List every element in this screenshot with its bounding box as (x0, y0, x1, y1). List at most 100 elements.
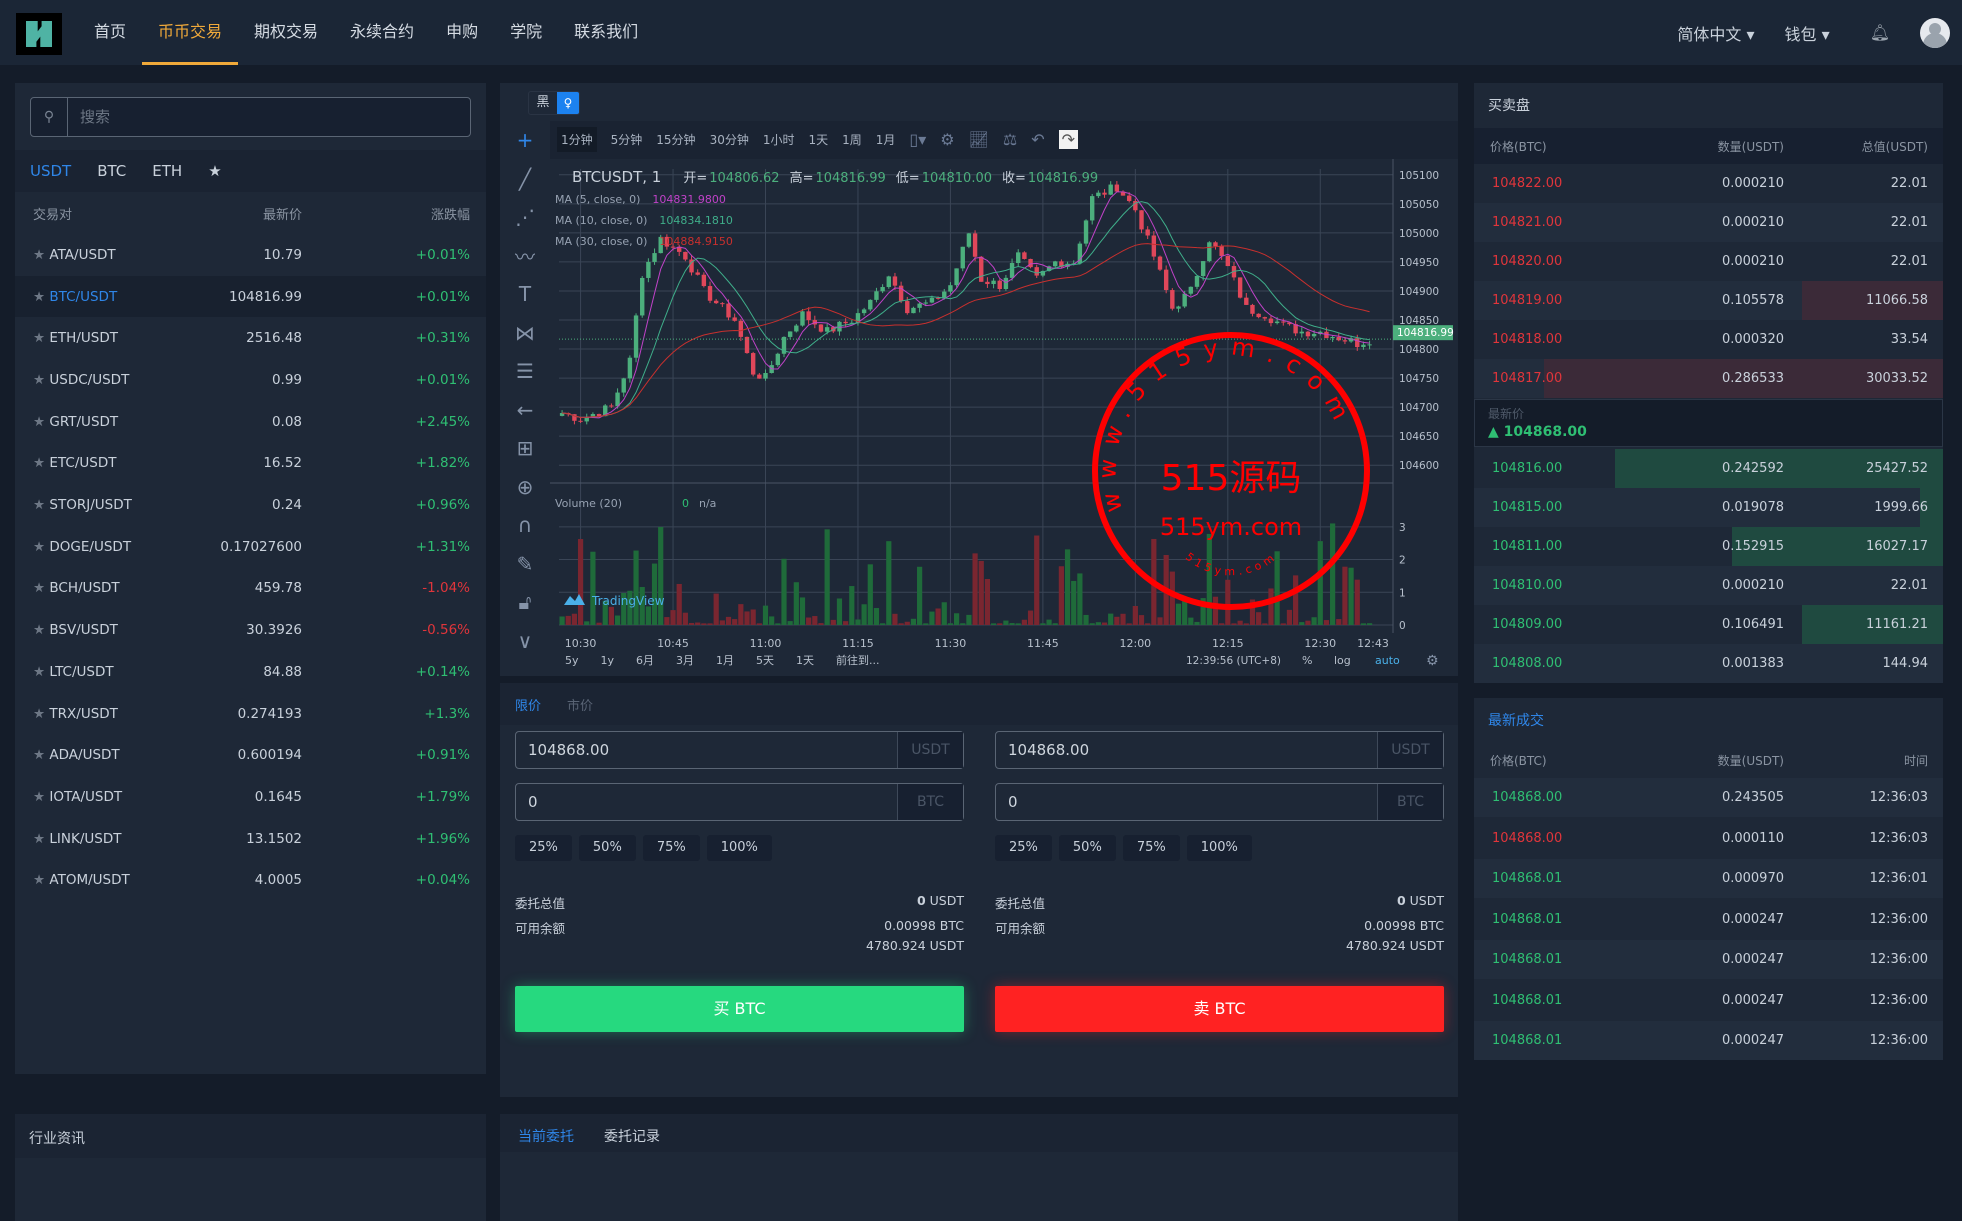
order-book-row[interactable]: 104818.00 0.000320 33.54 (1474, 320, 1943, 359)
range-button[interactable]: 3月 (676, 654, 694, 667)
trendline-icon[interactable]: ╱ (518, 166, 532, 191)
star-icon[interactable]: ★ (33, 371, 46, 388)
nav-item-0[interactable]: 首页 (94, 22, 127, 41)
interval-7[interactable]: 1月 (875, 133, 896, 147)
pitchfork-icon[interactable]: ⋰ (515, 205, 535, 230)
market-row[interactable]: ★ BSV/USDT 30.3926 -0.56% (15, 609, 486, 651)
scale-option-%[interactable]: % (1302, 654, 1312, 667)
market-row[interactable]: ★ STORJ/USDT 0.24 +0.96% (15, 484, 486, 526)
market-tab-2[interactable]: ETH (152, 162, 183, 180)
nav-item-1[interactable]: 币币交易 (142, 0, 239, 65)
star-icon[interactable]: ★ (33, 872, 46, 889)
order-book-row[interactable]: 104820.00 0.000210 22.01 (1474, 242, 1943, 281)
interval-0[interactable]: 1分钟 (557, 127, 597, 152)
star-icon[interactable]: ★ (33, 455, 46, 472)
buy-amount-input[interactable]: 0 BTC (515, 783, 964, 821)
scale-option-auto[interactable]: auto (1375, 654, 1400, 667)
buy-button[interactable]: 买 BTC (515, 986, 964, 1032)
candle-type-icon[interactable]: ▯▾ (909, 130, 927, 149)
tradingview-chart[interactable]: + ╱ ⋰ 〰 T ⋈ ☰ ← ⊞ ⊕ ∩ ✎ 🔓︎ ∨ 1分钟 5分钟 15分钟 3… (500, 121, 1458, 676)
market-row[interactable]: ★ BTC/USDT 104816.99 +0.01% (15, 275, 486, 318)
market-row[interactable]: ★ ETC/USDT 16.52 +1.82% (15, 443, 486, 485)
star-icon[interactable]: ★ (33, 288, 46, 305)
range-button[interactable]: 5天 (756, 654, 774, 667)
sell-amount-input[interactable]: 0 BTC (995, 783, 1444, 821)
indicators-icon[interactable]: 📈︎ (968, 130, 989, 149)
star-icon[interactable]: ★ (33, 622, 46, 639)
zoom-icon[interactable]: ⊕ (516, 474, 534, 499)
market-tab-1[interactable]: BTC (97, 162, 127, 180)
text-icon[interactable]: T (518, 282, 532, 307)
star-icon[interactable]: ★ (33, 246, 46, 263)
market-row[interactable]: ★ IOTA/USDT 0.1645 +1.79% (15, 776, 486, 818)
market-row[interactable]: ★ DOGE/USDT 0.17027600 +1.31% (15, 526, 486, 568)
tab-market[interactable]: 市价 (567, 698, 594, 714)
star-icon[interactable]: ★ (33, 580, 46, 597)
market-row[interactable]: ★ USDC/USDT 0.99 +0.01% (15, 359, 486, 401)
lock-icon[interactable]: 🔓︎ (518, 590, 532, 615)
market-row[interactable]: ★ LTC/USDT 84.88 +0.14% (15, 651, 486, 693)
buy-pct-button[interactable]: 100% (706, 835, 772, 861)
star-icon[interactable]: ★ (33, 538, 46, 555)
nav-item-3[interactable]: 永续合约 (350, 22, 415, 41)
scale-option-log[interactable]: log (1334, 654, 1351, 667)
range-button[interactable]: 1天 (796, 654, 814, 667)
market-row[interactable]: ★ GRT/USDT 0.08 +2.45% (15, 401, 486, 443)
order-book-row[interactable]: 104809.00 0.106491 11161.21 (1474, 605, 1943, 644)
interval-6[interactable]: 1周 (842, 133, 862, 147)
sell-pct-button[interactable]: 25% (995, 835, 1052, 861)
order-book-row[interactable]: 104808.00 0.001383 144.94 (1474, 644, 1943, 683)
star-icon[interactable]: ★ (33, 830, 46, 847)
redo-icon[interactable]: ↷ (1058, 130, 1079, 149)
order-book-row[interactable]: 104817.00 0.286533 30033.52 (1474, 359, 1943, 398)
sell-pct-button[interactable]: 75% (1122, 835, 1180, 861)
order-book-row[interactable]: 104819.00 0.105578 11066.58 (1474, 281, 1943, 320)
interval-5[interactable]: 1天 (808, 133, 829, 147)
market-row[interactable]: ★ ETH/USDT 2516.48 +0.31% (15, 317, 486, 359)
fib-icon[interactable]: ☰ (516, 359, 534, 384)
tab-current-orders[interactable]: 当前委托 (518, 1129, 574, 1145)
nav-item-5[interactable]: 学院 (510, 22, 543, 41)
range-button[interactable]: 1月 (716, 654, 734, 667)
market-row[interactable]: ★ BCH/USDT 459.78 -1.04% (15, 568, 486, 610)
magnet-icon[interactable]: ∩ (517, 513, 533, 538)
market-tab-0[interactable]: USDT (30, 162, 72, 180)
pattern-icon[interactable]: ⋈ (515, 320, 535, 345)
star-icon[interactable]: ★ (33, 663, 46, 680)
star-icon[interactable]: ★ (33, 788, 46, 805)
language-select[interactable]: 简体中文 ▾ (1677, 24, 1755, 44)
chart-settings-icon[interactable]: ⚙ (1426, 653, 1439, 669)
buy-price-input[interactable]: 104868.00 USDT (515, 731, 964, 769)
star-icon[interactable]: ★ (33, 413, 46, 430)
theme-light-button[interactable]: ♀ (557, 92, 579, 114)
sell-pct-button[interactable]: 50% (1058, 835, 1116, 861)
interval-3[interactable]: 30分钟 (709, 133, 749, 147)
lock-draw-icon[interactable]: ✎ (516, 551, 534, 576)
theme-dark-button[interactable]: 黑 (536, 95, 550, 110)
sell-button[interactable]: 卖 BTC (995, 986, 1444, 1032)
undo-icon[interactable]: ↶ (1031, 130, 1045, 149)
star-icon[interactable]: ★ (33, 705, 46, 722)
market-row[interactable]: ★ ADA/USDT 0.600194 +0.91% (15, 734, 486, 776)
market-tab-3[interactable]: ★ (208, 162, 222, 180)
wallet-menu[interactable]: 钱包 ▾ (1784, 24, 1830, 44)
sell-price-input[interactable]: 104868.00 USDT (995, 731, 1444, 769)
tab-limit[interactable]: 限价 (515, 698, 542, 714)
buy-pct-button[interactable]: 75% (642, 835, 700, 861)
settings-icon[interactable]: ⚙ (940, 130, 955, 149)
market-row[interactable]: ★ LINK/USDT 13.1502 +1.96% (15, 818, 486, 860)
range-button[interactable]: 5y (565, 654, 579, 667)
order-book-row[interactable]: 104821.00 0.000210 22.01 (1474, 203, 1943, 242)
market-row[interactable]: ★ ATOM/USDT 4.0005 +0.04% (15, 860, 486, 902)
order-book-row[interactable]: 104810.00 0.000210 22.01 (1474, 566, 1943, 605)
range-button[interactable]: 前往到... (836, 653, 880, 667)
order-book-row[interactable]: 104822.00 0.000210 22.01 (1474, 164, 1943, 203)
bell-icon[interactable]: 🔔︎ (1869, 23, 1890, 42)
tab-order-history[interactable]: 委托记录 (604, 1129, 660, 1145)
interval-2[interactable]: 15分钟 (656, 133, 696, 147)
compare-icon[interactable]: ⚖ (1002, 130, 1018, 149)
range-button[interactable]: 6月 (636, 654, 654, 667)
range-button[interactable]: 1y (601, 654, 615, 667)
price-chart[interactable]: 1051001050501050001049501049001048501048… (550, 159, 1458, 676)
order-book-row[interactable]: 104811.00 0.152915 16027.17 (1474, 527, 1943, 566)
